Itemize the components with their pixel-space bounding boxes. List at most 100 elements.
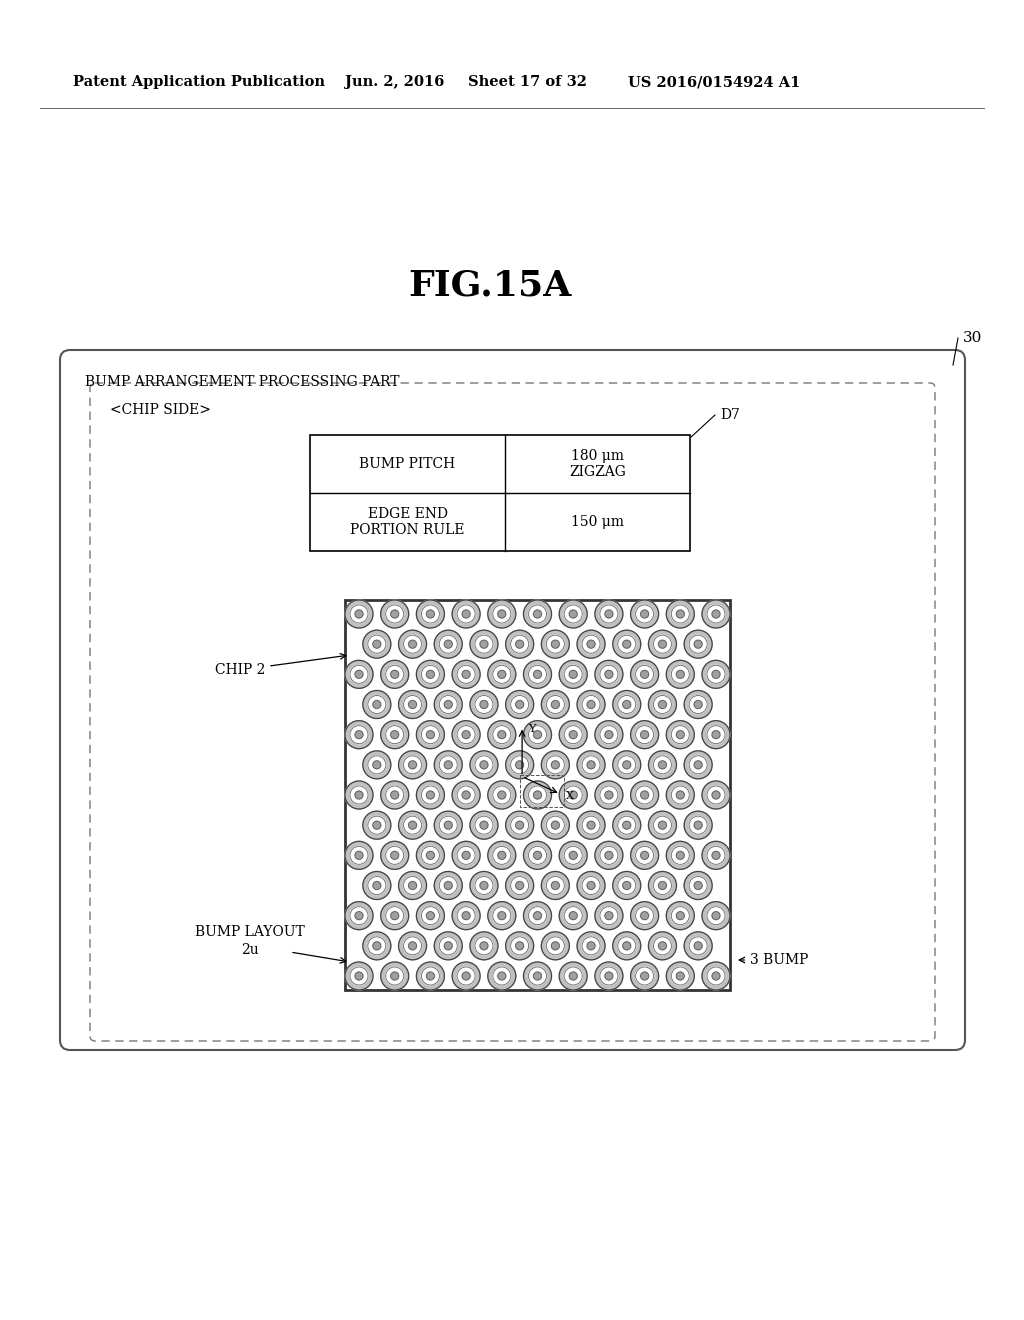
Circle shape bbox=[523, 781, 552, 809]
Circle shape bbox=[426, 671, 434, 678]
Circle shape bbox=[684, 630, 712, 659]
Circle shape bbox=[694, 942, 702, 950]
Circle shape bbox=[439, 756, 458, 774]
Circle shape bbox=[470, 932, 498, 960]
Circle shape bbox=[559, 660, 587, 688]
Circle shape bbox=[612, 630, 641, 659]
Circle shape bbox=[506, 812, 534, 840]
Circle shape bbox=[534, 912, 542, 920]
Circle shape bbox=[578, 871, 605, 899]
Circle shape bbox=[498, 851, 506, 859]
Circle shape bbox=[636, 665, 653, 684]
Circle shape bbox=[381, 601, 409, 628]
Circle shape bbox=[434, 630, 462, 659]
Circle shape bbox=[631, 902, 658, 929]
Circle shape bbox=[578, 751, 605, 779]
Circle shape bbox=[542, 932, 569, 960]
Circle shape bbox=[487, 841, 516, 870]
Circle shape bbox=[676, 671, 684, 678]
Circle shape bbox=[506, 751, 534, 779]
Circle shape bbox=[612, 871, 641, 899]
Circle shape bbox=[417, 721, 444, 748]
Circle shape bbox=[475, 635, 493, 653]
Circle shape bbox=[672, 907, 689, 925]
Circle shape bbox=[569, 731, 578, 739]
Circle shape bbox=[391, 610, 398, 618]
Circle shape bbox=[582, 937, 600, 954]
Bar bbox=[310, 436, 690, 550]
Circle shape bbox=[702, 601, 730, 628]
Circle shape bbox=[564, 907, 583, 925]
Circle shape bbox=[617, 635, 636, 653]
Circle shape bbox=[439, 696, 458, 714]
Circle shape bbox=[523, 660, 552, 688]
Circle shape bbox=[551, 760, 559, 768]
Circle shape bbox=[417, 601, 444, 628]
Circle shape bbox=[498, 912, 506, 920]
Circle shape bbox=[658, 882, 667, 890]
Circle shape bbox=[551, 701, 559, 709]
Circle shape bbox=[386, 907, 403, 925]
Circle shape bbox=[684, 690, 712, 718]
Circle shape bbox=[516, 760, 523, 768]
Circle shape bbox=[623, 760, 631, 768]
Circle shape bbox=[648, 932, 677, 960]
Circle shape bbox=[658, 760, 667, 768]
Circle shape bbox=[462, 972, 470, 979]
Circle shape bbox=[707, 968, 725, 985]
Circle shape bbox=[694, 760, 702, 768]
Circle shape bbox=[386, 846, 403, 865]
Circle shape bbox=[559, 781, 587, 809]
Circle shape bbox=[617, 756, 636, 774]
Circle shape bbox=[551, 640, 559, 648]
Circle shape bbox=[426, 972, 434, 979]
Text: BUMP ARRANGEMENT PROCESSING PART: BUMP ARRANGEMENT PROCESSING PART bbox=[85, 375, 399, 389]
Circle shape bbox=[350, 785, 368, 804]
Circle shape bbox=[547, 876, 564, 895]
Circle shape bbox=[453, 601, 480, 628]
Circle shape bbox=[600, 846, 617, 865]
Circle shape bbox=[417, 781, 444, 809]
Circle shape bbox=[559, 962, 587, 990]
Circle shape bbox=[707, 907, 725, 925]
Circle shape bbox=[605, 972, 613, 979]
Circle shape bbox=[386, 785, 403, 804]
Circle shape bbox=[578, 812, 605, 840]
Circle shape bbox=[422, 968, 439, 985]
Circle shape bbox=[444, 701, 453, 709]
Circle shape bbox=[355, 791, 362, 799]
Circle shape bbox=[667, 841, 694, 870]
Circle shape bbox=[386, 968, 403, 985]
Circle shape bbox=[648, 751, 677, 779]
Circle shape bbox=[511, 756, 528, 774]
Circle shape bbox=[462, 912, 470, 920]
Circle shape bbox=[391, 731, 398, 739]
Circle shape bbox=[595, 721, 623, 748]
Circle shape bbox=[470, 630, 498, 659]
Circle shape bbox=[595, 841, 623, 870]
Circle shape bbox=[381, 660, 409, 688]
Circle shape bbox=[605, 851, 613, 859]
Circle shape bbox=[511, 816, 528, 834]
Circle shape bbox=[702, 841, 730, 870]
Circle shape bbox=[403, 937, 422, 954]
Circle shape bbox=[426, 731, 434, 739]
Circle shape bbox=[667, 660, 694, 688]
Text: EDGE END
PORTION RULE: EDGE END PORTION RULE bbox=[350, 507, 465, 537]
Circle shape bbox=[528, 605, 547, 623]
Circle shape bbox=[391, 912, 398, 920]
Circle shape bbox=[498, 671, 506, 678]
Circle shape bbox=[534, 610, 542, 618]
Circle shape bbox=[623, 701, 631, 709]
Circle shape bbox=[636, 726, 653, 743]
Circle shape bbox=[422, 907, 439, 925]
Circle shape bbox=[475, 876, 493, 895]
Circle shape bbox=[426, 791, 434, 799]
Circle shape bbox=[511, 876, 528, 895]
Circle shape bbox=[605, 671, 613, 678]
Circle shape bbox=[551, 821, 559, 829]
Circle shape bbox=[457, 785, 475, 804]
Circle shape bbox=[653, 816, 672, 834]
Circle shape bbox=[417, 841, 444, 870]
Circle shape bbox=[457, 968, 475, 985]
